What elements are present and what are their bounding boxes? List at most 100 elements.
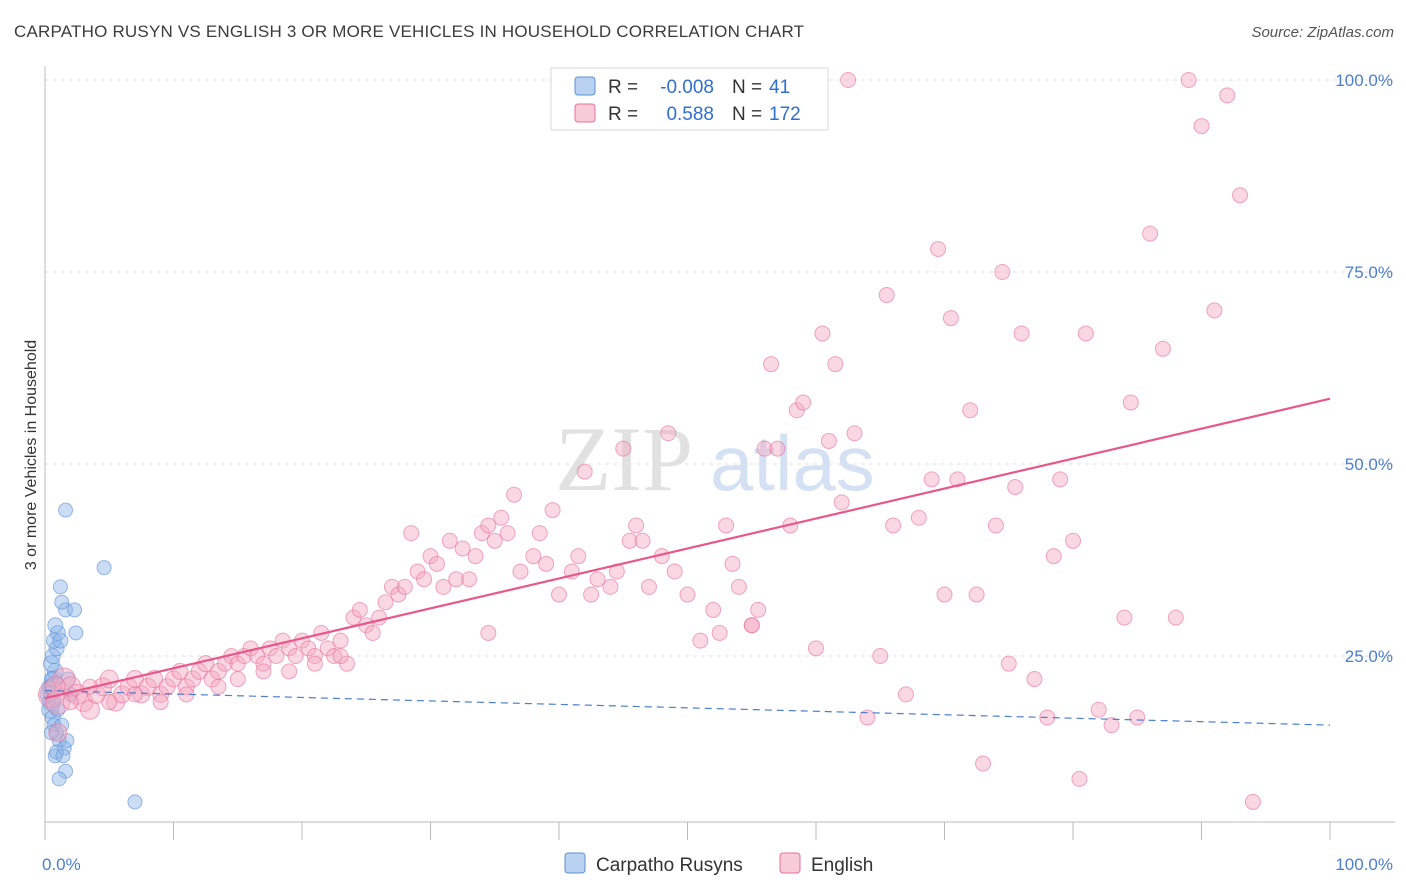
english-point [306, 655, 323, 672]
english-trend-line [44, 397, 1331, 700]
english-point [512, 563, 529, 580]
english-point [441, 532, 458, 549]
english-point [756, 440, 773, 457]
zipatlas-watermark: ZIP atlas [555, 408, 875, 510]
english-point [351, 601, 368, 618]
english-point [480, 624, 497, 641]
legend-label-1: English [811, 855, 873, 876]
english-point [538, 555, 555, 572]
english-point [583, 586, 600, 603]
english-point [493, 509, 510, 526]
carpatho-rusyn-point [67, 602, 83, 618]
stats-legend: R = -0.008 N = 41 R = 0.588 N = 172 [550, 67, 829, 131]
y-tick-label-25: 25.0% [1345, 647, 1393, 666]
english-point [795, 394, 812, 411]
english-point [660, 425, 677, 442]
english-point [1154, 340, 1171, 357]
svg-text:ZIP: ZIP [555, 408, 693, 510]
english-point [724, 555, 741, 572]
english-point [602, 578, 619, 595]
y-tick-label-100: 100.0% [1335, 71, 1393, 90]
english-point [332, 648, 349, 664]
y-tick-label-75: 75.0% [1345, 263, 1393, 282]
english-point [531, 525, 548, 542]
english-point [48, 723, 68, 743]
english-point [840, 72, 857, 88]
english-point [763, 356, 780, 373]
english-point [589, 571, 606, 588]
stats-n-label-0: N = [732, 77, 762, 98]
english-point [769, 440, 786, 457]
carpatho-rusyn-point [52, 632, 69, 649]
english-point [1244, 793, 1261, 810]
carpatho-rusyn-point [43, 671, 59, 687]
legend-label-0: Carpatho Rusyns [596, 855, 743, 876]
stats-swatch-0 [574, 76, 596, 96]
carpatho-rusyn-point [51, 771, 67, 787]
english-point [1232, 187, 1249, 204]
english-point [326, 648, 343, 664]
english-point [364, 624, 381, 641]
trend-lines [44, 397, 1331, 726]
english-point [461, 571, 478, 588]
english-point [525, 548, 542, 565]
english-point [640, 578, 657, 595]
english-point [377, 594, 394, 611]
english-point [615, 440, 632, 457]
x-tick-label-100: 100.0% [1335, 855, 1393, 874]
english-point [743, 617, 760, 634]
english-point [827, 356, 844, 373]
english-point [705, 601, 722, 618]
english-point [126, 686, 143, 703]
english-point [859, 709, 876, 726]
english-point [448, 571, 465, 588]
stats-legend-box [550, 67, 829, 131]
english-point [910, 509, 927, 526]
carpatho-rusyn-point [52, 579, 68, 595]
english-point [1026, 671, 1043, 688]
english-point [268, 648, 285, 664]
stats-n-label-1: N = [732, 104, 762, 125]
english-point [1103, 717, 1120, 734]
english-point [371, 609, 388, 626]
english-point [435, 578, 452, 595]
english-point [878, 287, 895, 304]
carpatho-rusyn-point [47, 617, 64, 634]
y-tick-label-50: 50.0% [1345, 455, 1393, 474]
english-point [897, 686, 914, 703]
english-point [962, 402, 979, 419]
english-point [975, 755, 992, 772]
legend-swatch-1 [779, 852, 801, 874]
stats-r-label-1: R = [608, 104, 638, 125]
english-point [138, 677, 157, 696]
english-point [820, 432, 837, 449]
english-point [923, 471, 940, 488]
english-point [332, 632, 349, 649]
series-legend: Carpatho Rusyns English [564, 852, 873, 876]
english-point [750, 601, 767, 618]
english-point [551, 586, 567, 603]
english-point [506, 486, 523, 503]
english-point [730, 578, 747, 595]
english-point [994, 264, 1011, 280]
english-point [1180, 72, 1197, 88]
carpatho-rusyn-trend-line [44, 689, 1331, 726]
stats-r-value-1: 0.588 [666, 104, 714, 125]
english-point [936, 586, 953, 603]
english-point [486, 532, 503, 549]
english-point [576, 463, 593, 480]
english-point [1129, 709, 1146, 726]
english-point [544, 502, 561, 519]
english-point [281, 663, 298, 680]
english-point [1065, 532, 1081, 549]
english-point [467, 548, 484, 565]
english-point [62, 694, 79, 711]
english-point [814, 325, 831, 342]
english-point [210, 678, 227, 695]
carpatho-rusyn-point [51, 732, 67, 748]
english-point [949, 471, 966, 488]
english-point [480, 517, 497, 534]
english-point [621, 532, 638, 549]
stats-n-value-1: 172 [769, 104, 801, 125]
english-point [1071, 770, 1088, 787]
